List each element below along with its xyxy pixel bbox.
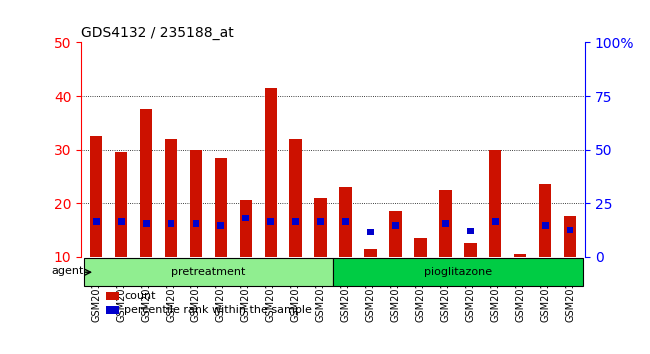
Bar — [414, 238, 426, 257]
Text: count: count — [124, 291, 155, 301]
Bar — [240, 200, 252, 257]
Bar — [265, 88, 277, 257]
Bar — [442, 220, 448, 227]
Bar — [90, 136, 103, 257]
Bar — [492, 218, 499, 224]
Bar — [140, 109, 152, 257]
Bar — [142, 220, 150, 227]
Text: GDS4132 / 235188_at: GDS4132 / 235188_at — [81, 26, 234, 40]
Bar — [364, 249, 377, 257]
Bar — [315, 198, 327, 257]
Bar — [192, 220, 200, 227]
Bar — [214, 158, 227, 257]
Bar — [467, 228, 474, 234]
Bar — [489, 149, 501, 257]
Bar — [541, 222, 549, 229]
Bar — [190, 149, 202, 257]
Bar — [317, 218, 324, 224]
FancyBboxPatch shape — [333, 258, 582, 286]
Bar — [367, 229, 374, 235]
Bar — [267, 218, 274, 224]
Text: pioglitazone: pioglitazone — [424, 267, 492, 277]
Bar — [289, 139, 302, 257]
Text: agent: agent — [51, 266, 84, 276]
Bar — [464, 243, 476, 257]
Text: pretreatment: pretreatment — [171, 267, 246, 277]
Bar — [168, 220, 174, 227]
Bar — [392, 222, 399, 229]
Bar — [564, 217, 577, 257]
Bar — [242, 215, 249, 221]
Bar — [539, 184, 551, 257]
Bar — [292, 218, 299, 224]
Bar — [93, 218, 99, 224]
Bar — [439, 190, 452, 257]
Bar — [107, 292, 119, 300]
Bar — [342, 218, 349, 224]
Bar — [567, 227, 573, 233]
Bar — [514, 254, 526, 257]
Bar — [389, 211, 402, 257]
Text: percentile rank within the sample: percentile rank within the sample — [124, 304, 312, 315]
Bar — [107, 306, 119, 314]
Bar — [339, 187, 352, 257]
Bar — [165, 139, 177, 257]
Bar — [118, 218, 125, 224]
FancyBboxPatch shape — [84, 258, 333, 286]
Bar — [218, 222, 224, 229]
Bar — [115, 152, 127, 257]
